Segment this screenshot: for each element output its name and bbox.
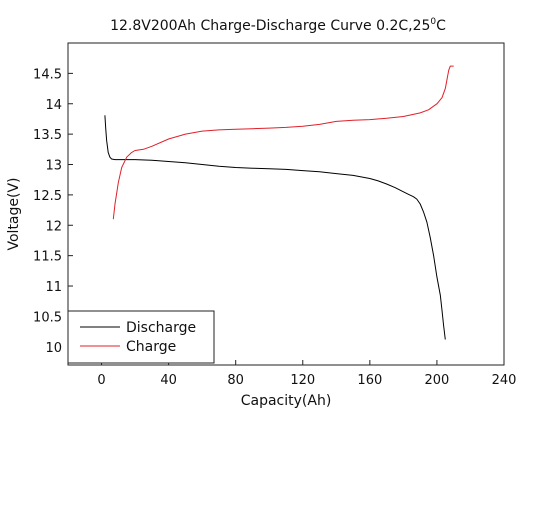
plot-area-frame (67, 42, 505, 366)
series-line-charge (112, 65, 454, 220)
y-axis-title: Voltage(V) (6, 177, 22, 250)
legend: Discharge Charge (67, 310, 215, 364)
y-tick-label: 12 (45, 219, 62, 234)
chart-title: 12.8V200Ah Charge-Discharge Curve 0.2C,2… (110, 17, 446, 34)
y-tick-label: 11 (45, 280, 62, 295)
y-tick-label: 14.5 (33, 67, 62, 82)
x-tick-label: 240 (492, 373, 517, 388)
x-tick-label: 40 (160, 373, 177, 388)
y-tick-label: 13.5 (33, 128, 62, 143)
x-tick-label: 0 (97, 373, 105, 388)
y-tick-label: 13 (45, 159, 62, 174)
legend-box (67, 310, 215, 364)
legend-label-charge: Charge (126, 339, 176, 355)
x-axis-title: Capacity(Ah) (241, 393, 332, 409)
y-axis: 10 10.5 11 11.5 12 12.5 13 13.5 14 14.5 (33, 67, 73, 356)
legend-label-discharge: Discharge (126, 320, 196, 336)
series-layer (104, 65, 454, 340)
x-tick-label: 120 (290, 373, 315, 388)
y-tick-label: 11.5 (33, 250, 62, 265)
x-axis: 0 40 80 120 160 200 240 (97, 360, 516, 388)
x-tick-label: 160 (357, 373, 382, 388)
x-tick-label: 200 (425, 373, 450, 388)
series-line-discharge (104, 115, 446, 340)
y-tick-label: 12.5 (33, 189, 62, 204)
y-tick-label: 10.5 (33, 310, 62, 325)
y-tick-label: 10 (45, 341, 62, 356)
y-tick-label: 14 (45, 98, 62, 113)
x-tick-label: 80 (227, 373, 244, 388)
